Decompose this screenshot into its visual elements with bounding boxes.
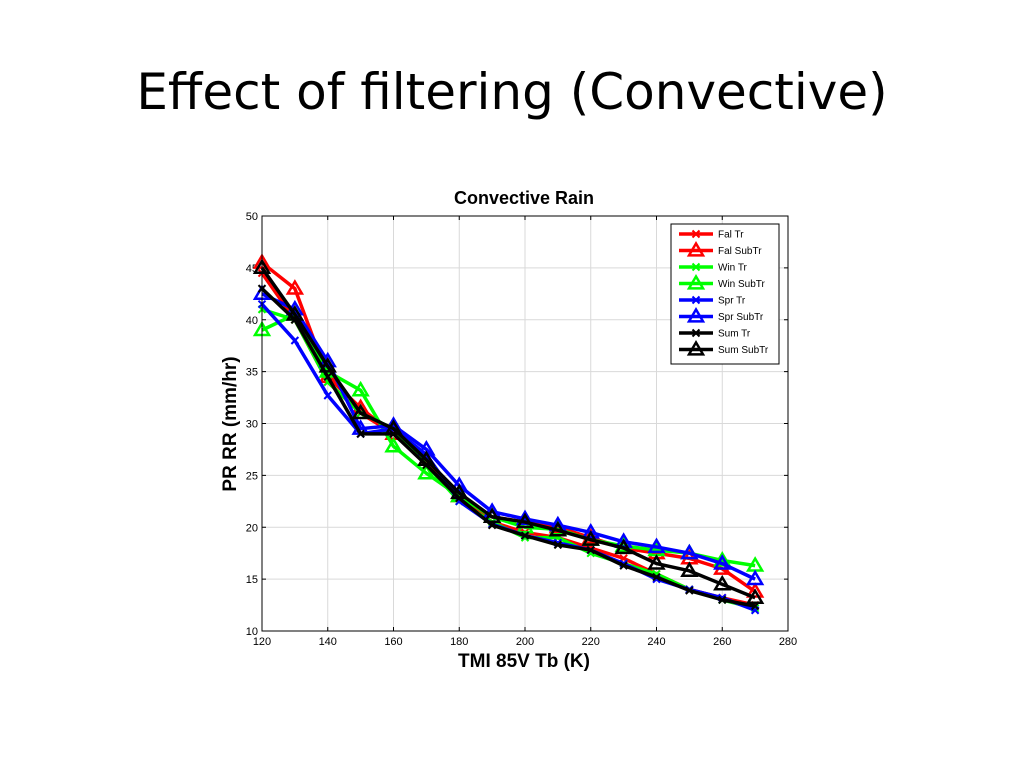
x-tick-label: 280 xyxy=(779,636,797,648)
data-point xyxy=(323,372,332,382)
plot-frame xyxy=(261,215,789,632)
x-tick-label: 240 xyxy=(647,636,665,648)
axis-ticks: 120 140 160 180 200 220 240 260 280 10 15 20 25 30 35 4… xyxy=(246,211,797,648)
legend-label: Spr SubTr xyxy=(718,312,764,323)
legend-marker xyxy=(686,274,706,290)
series-group xyxy=(252,253,765,615)
data-point xyxy=(450,483,469,500)
legend-item: Spr Tr xyxy=(679,296,746,307)
y-tick-label: 50 xyxy=(246,211,258,223)
legend-marker xyxy=(691,262,701,272)
data-point xyxy=(680,543,699,560)
slide-title: Effect of filtering (Convective) xyxy=(136,63,888,121)
data-point xyxy=(520,531,530,540)
data-point xyxy=(680,561,699,577)
y-tick-label: 40 xyxy=(246,315,258,327)
data-point xyxy=(482,507,502,524)
data-point xyxy=(581,522,600,539)
y-tick-label: 15 xyxy=(246,574,258,586)
legend-item: Spr SubTr xyxy=(679,307,764,323)
x-tick-label: 120 xyxy=(253,636,271,648)
data-point xyxy=(285,305,305,321)
legend-marker xyxy=(691,295,701,305)
legend-label: Spr Tr xyxy=(718,296,746,307)
legend-label: Fal Tr xyxy=(718,230,744,241)
legend-marker xyxy=(686,241,706,257)
legend-label: Sum Tr xyxy=(718,329,751,340)
legend-item: Fal SubTr xyxy=(679,241,762,257)
legend-label: Win SubTr xyxy=(718,279,766,290)
data-point xyxy=(417,450,436,466)
legend: Fal Tr Fal SubTr Win Tr Win SubTr Spr Tr Spr … xyxy=(670,223,780,365)
data-point xyxy=(647,537,666,554)
data-point xyxy=(318,356,337,373)
data-point xyxy=(718,595,727,605)
legend-marker xyxy=(686,307,706,323)
series-line xyxy=(261,292,756,581)
x-tick-label: 180 xyxy=(450,636,468,648)
data-point xyxy=(647,554,666,570)
data-point xyxy=(713,574,732,591)
y-tick-label: 10 xyxy=(246,626,258,638)
y-tick-label: 20 xyxy=(246,522,258,534)
legend-label: Sum SubTr xyxy=(718,345,769,356)
legend-item: Win SubTr xyxy=(679,274,766,290)
data-point xyxy=(745,588,765,604)
y-axis-label: PR RR (mm/hr) xyxy=(220,356,241,491)
y-tick-label: 30 xyxy=(246,419,258,431)
series-line xyxy=(260,266,756,600)
x-tick-label: 200 xyxy=(516,636,534,648)
legend-item: Win Tr xyxy=(679,263,748,274)
x-tick-label: 140 xyxy=(319,636,337,648)
data-point xyxy=(548,520,568,537)
chart-title: Convective Rain xyxy=(454,188,594,208)
legend-box xyxy=(670,223,780,365)
data-point xyxy=(384,419,403,435)
data-point xyxy=(713,554,732,570)
data-point xyxy=(553,540,563,550)
series-sum-subtr xyxy=(252,258,765,604)
data-point xyxy=(323,391,332,400)
data-point xyxy=(417,463,436,480)
data-point xyxy=(745,569,765,586)
legend-item: Fal Tr xyxy=(679,230,744,241)
legend-marker xyxy=(691,328,701,338)
data-point xyxy=(619,561,628,570)
data-point xyxy=(652,572,661,582)
data-point xyxy=(351,403,370,420)
x-axis-label: TMI 85V Tb (K) xyxy=(458,651,590,672)
data-point xyxy=(581,530,600,546)
data-point xyxy=(351,380,370,397)
data-point xyxy=(614,538,633,555)
data-point xyxy=(356,429,365,439)
data-point xyxy=(285,279,305,295)
legend-marker xyxy=(691,229,701,239)
legend-label: Win Tr xyxy=(718,263,748,274)
legend-item: Sum Tr xyxy=(679,329,751,340)
data-point xyxy=(384,436,403,453)
data-point xyxy=(586,545,595,555)
x-tick-label: 160 xyxy=(384,636,402,648)
data-point xyxy=(290,336,300,345)
data-point xyxy=(685,586,694,595)
legend-marker xyxy=(686,340,706,356)
x-tick-label: 260 xyxy=(713,636,731,648)
x-tick-label: 220 xyxy=(582,636,600,648)
legend-label: Fal SubTr xyxy=(718,246,762,257)
series-line xyxy=(260,287,756,608)
y-tick-label: 25 xyxy=(246,470,258,482)
legend-item: Sum SubTr xyxy=(679,340,769,356)
y-tick-label: 35 xyxy=(246,367,258,379)
data-point xyxy=(515,512,535,529)
